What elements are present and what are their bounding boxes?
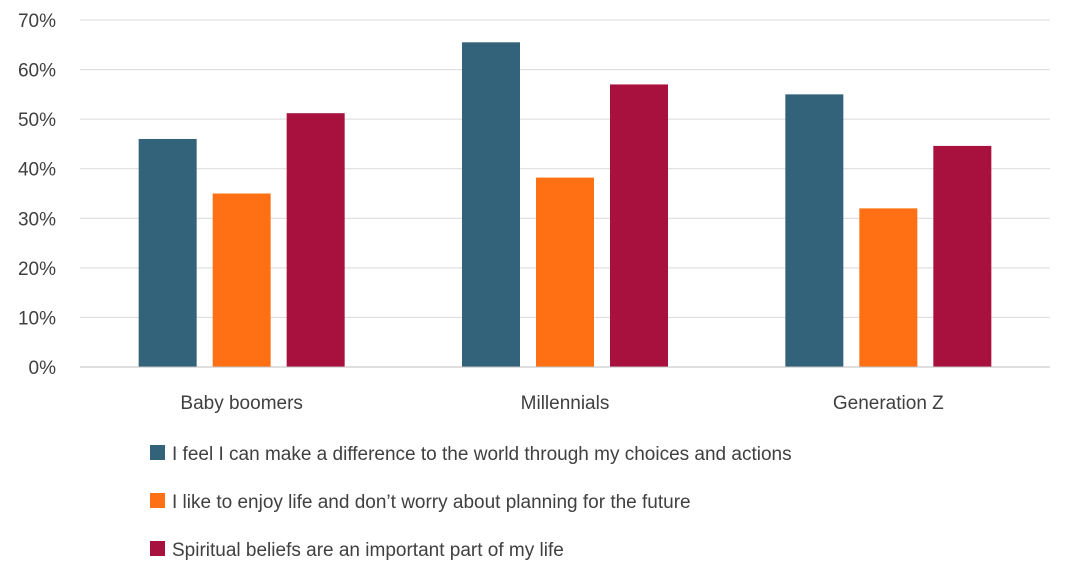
legend-label: Spiritual beliefs are an important part … xyxy=(172,540,564,561)
y-axis-ticks: 0% 10% 20% 30% 40% 50% 60% 70% xyxy=(18,11,56,379)
legend-swatch xyxy=(150,493,165,508)
x-category-label: Generation Z xyxy=(833,393,944,414)
y-tick-label: 70% xyxy=(18,11,56,32)
x-category-label: Millennials xyxy=(521,393,610,414)
legend-label: I like to enjoy life and don’t worry abo… xyxy=(172,492,691,513)
y-tick-label: 10% xyxy=(18,308,56,329)
legend: I feel I can make a difference to the wo… xyxy=(150,444,792,561)
y-tick-label: 40% xyxy=(18,160,56,181)
bar-series-2-baby-boomers xyxy=(212,193,271,367)
legend-item: Spiritual beliefs are an important part … xyxy=(150,540,564,561)
legend-item: I like to enjoy life and don’t worry abo… xyxy=(150,492,691,513)
bar-series-1-baby-boomers xyxy=(138,138,197,367)
bar-series-3-generation-z xyxy=(933,145,992,367)
bar-series-2-generation-z xyxy=(859,208,918,367)
bar-series-3-baby-boomers xyxy=(286,113,345,368)
legend-swatch xyxy=(150,445,165,460)
y-tick-label: 20% xyxy=(18,259,56,280)
legend-label: I feel I can make a difference to the wo… xyxy=(172,444,792,465)
bar-series-1-generation-z xyxy=(785,94,844,367)
x-axis-categories: Baby boomers Millennials Generation Z xyxy=(180,393,944,414)
y-tick-label: 60% xyxy=(18,61,56,82)
x-category-label: Baby boomers xyxy=(180,393,303,414)
legend-swatch xyxy=(150,541,165,556)
bar-series-2-millennials xyxy=(536,177,594,367)
legend-item: I feel I can make a difference to the wo… xyxy=(150,444,792,465)
y-tick-label: 0% xyxy=(29,358,57,379)
bar-series-1-millennials xyxy=(462,42,520,368)
bar-series-3-millennials xyxy=(610,84,668,367)
bars xyxy=(138,42,992,368)
y-tick-label: 50% xyxy=(18,110,56,131)
y-tick-label: 30% xyxy=(18,209,56,230)
